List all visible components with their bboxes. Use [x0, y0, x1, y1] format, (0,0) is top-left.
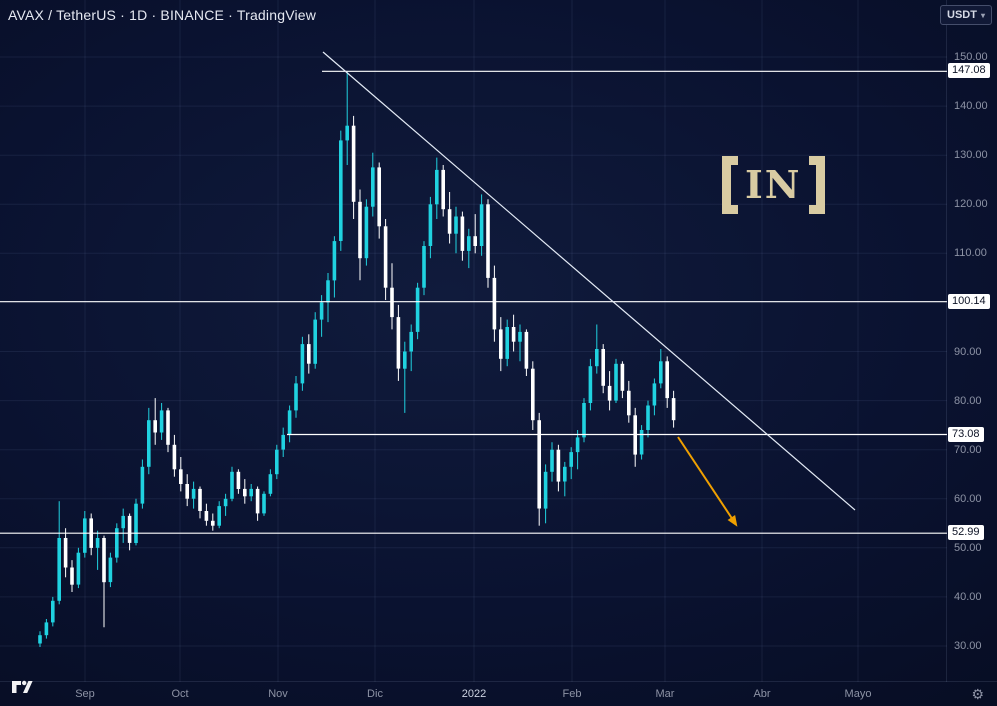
chevron-down-icon: ▾ — [980, 10, 985, 20]
price-tick-label: 130.00 — [954, 149, 988, 161]
price-tick-label: 80.00 — [954, 395, 982, 407]
price-level-label: 73.08 — [948, 427, 984, 442]
time-tick-label: Mar — [655, 688, 675, 700]
price-tick-label: 50.00 — [954, 542, 982, 554]
symbol-legend[interactable]: AVAX / TetherUS · 1D · BINANCE · Trading… — [8, 7, 317, 23]
tradingview-logo[interactable] — [10, 674, 34, 698]
descending-trendline[interactable] — [322, 51, 856, 511]
price-tick-label: 40.00 — [954, 591, 982, 603]
time-tick-label: Abr — [753, 688, 771, 700]
price-tick-label: 90.00 — [954, 346, 982, 358]
tradingview-logo-glyph — [12, 680, 33, 693]
price-level-label: 52.99 — [948, 525, 984, 540]
time-tick-label: Oct — [171, 688, 189, 700]
price-level-label: 147.08 — [948, 63, 990, 78]
support-resistance-lines[interactable] — [0, 70, 947, 534]
grid-lines — [0, 0, 947, 682]
time-tick-label: Nov — [268, 688, 288, 700]
settings-gear-icon[interactable]: ⚙ — [971, 686, 984, 702]
arrow-annotation[interactable] — [677, 436, 738, 527]
time-tick-label: 2022 — [461, 688, 487, 700]
candlestick-series — [38, 71, 676, 647]
price-axis[interactable]: 150.00 140.00 130.00 120.00 110.00 90.00 80.00… — [946, 0, 997, 682]
price-tick-label: 70.00 — [954, 444, 982, 456]
currency-selector-button[interactable]: USDT ▾ — [940, 5, 992, 25]
price-tick-label: 60.00 — [954, 493, 982, 505]
time-tick-label: Dic — [367, 688, 383, 700]
price-tick-label: 140.00 — [954, 100, 988, 112]
price-tick-label: 120.00 — [954, 198, 988, 210]
time-tick-label: Mayo — [844, 688, 872, 700]
price-level-label: 100.14 — [948, 294, 990, 309]
currency-label: USDT — [947, 9, 977, 21]
chart-canvas[interactable] — [0, 0, 947, 682]
price-tick-label: 150.00 — [954, 51, 988, 63]
price-tick-label: 110.00 — [954, 247, 987, 259]
time-axis[interactable]: Sep Oct Nov Dic 2022 Feb Mar Abr Mayo — [0, 681, 997, 706]
price-tick-label: 30.00 — [954, 640, 982, 652]
time-tick-label: Sep — [75, 688, 95, 700]
time-tick-label: Feb — [562, 688, 582, 700]
